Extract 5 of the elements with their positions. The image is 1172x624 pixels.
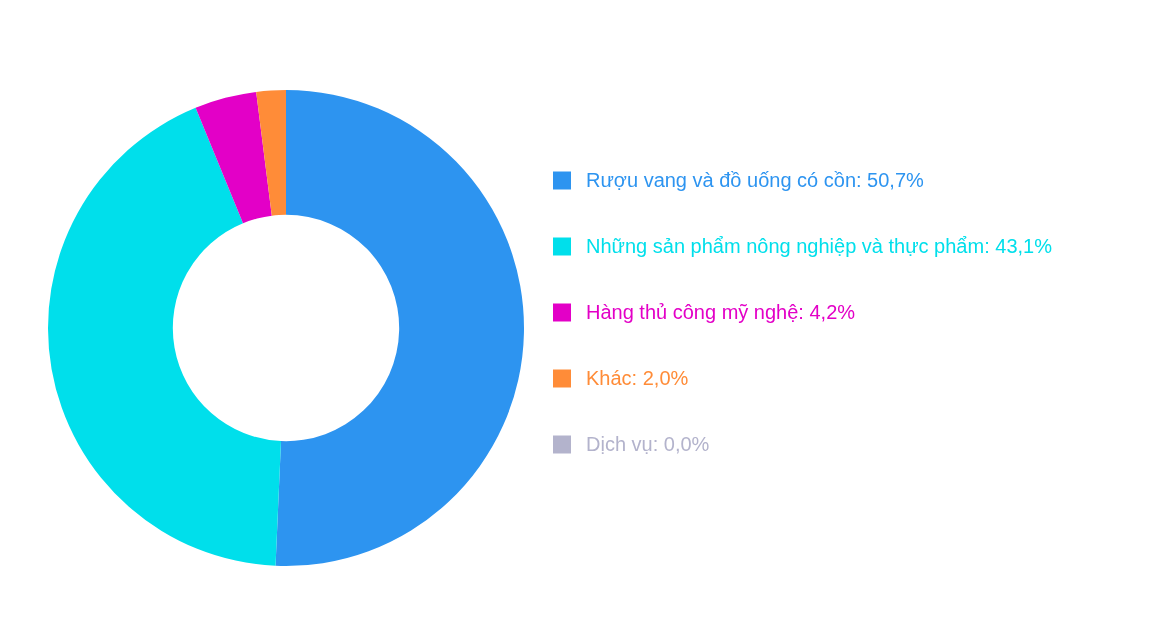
legend-label: Hàng thủ công mỹ nghệ: 4,2% xyxy=(586,301,856,324)
legend-label: Những sản phẩm nông nghiệp và thực phẩm: 43,1% xyxy=(586,235,1053,258)
legend-label: Rượu vang và đồ uống có cồn: 50,7% xyxy=(586,169,925,192)
legend-label: Khác: 2,0% xyxy=(586,367,689,390)
legend-label: Dịch vụ: 0,0% xyxy=(586,433,710,456)
